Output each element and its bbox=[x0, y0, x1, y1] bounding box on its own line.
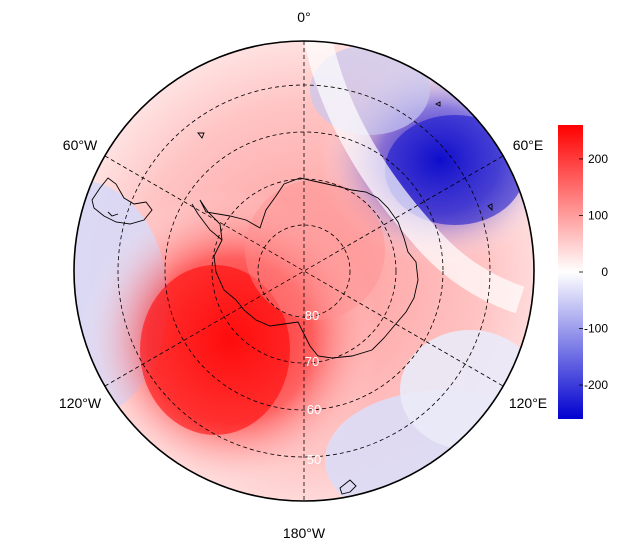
lat-label-60: 60 bbox=[307, 402, 321, 417]
lon-label-lower-left: 120°W bbox=[59, 395, 102, 411]
colorbar: 200 100 0 -100 -200 bbox=[558, 125, 608, 419]
antarctica-coastline bbox=[199, 177, 419, 359]
colorbar-tick-label: -100 bbox=[584, 322, 608, 336]
map-boundary bbox=[73, 40, 535, 502]
new-zealand-coastline bbox=[339, 479, 357, 495]
lon-label-upper-left: 60°W bbox=[63, 137, 98, 153]
lat-label-50: 50 bbox=[307, 452, 321, 467]
lon-label-bottom: 180°W bbox=[283, 525, 326, 541]
coastlines bbox=[91, 101, 493, 495]
lon-label-upper-right: 60°E bbox=[513, 137, 544, 153]
south-america-coastline bbox=[91, 177, 153, 225]
lat-label-80: 80 bbox=[305, 308, 319, 323]
colorbar-tick-label: 0 bbox=[601, 265, 608, 279]
lat-label-70: 70 bbox=[305, 354, 319, 369]
colorbar-gradient bbox=[558, 125, 583, 419]
colorbar-tick-label: 100 bbox=[588, 208, 608, 222]
colorbar-tick-label: -200 bbox=[584, 378, 608, 392]
graticule bbox=[104, 41, 504, 501]
data-field bbox=[74, 41, 534, 501]
colorbar-tick-label: 200 bbox=[588, 152, 608, 166]
lon-label-lower-right: 120°E bbox=[509, 395, 547, 411]
antarctic-peninsula bbox=[191, 203, 223, 241]
lon-label-top: 0° bbox=[297, 9, 310, 25]
